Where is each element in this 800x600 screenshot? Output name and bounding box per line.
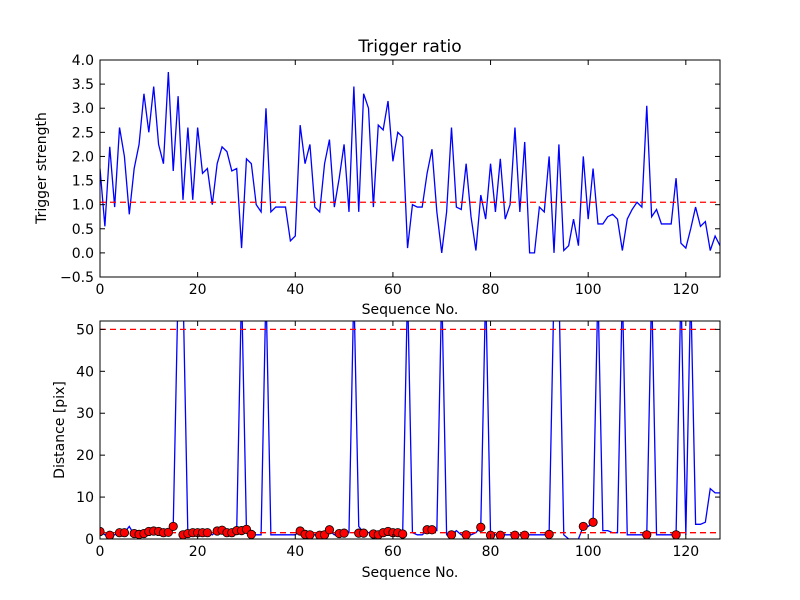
y-tick-label: 2.0 xyxy=(72,149,94,165)
x-axis-label: Sequence No. xyxy=(362,565,459,581)
data-point xyxy=(119,528,130,538)
x-tick-label: 100 xyxy=(575,282,602,298)
x-tick-label: 120 xyxy=(672,282,699,298)
data-point xyxy=(246,529,256,539)
y-tick-label: 2.5 xyxy=(72,125,94,141)
y-tick-label: 10 xyxy=(76,490,94,506)
trigger-data-layer xyxy=(100,72,720,254)
x-tick-label: 40 xyxy=(286,544,304,560)
distance-data-layer xyxy=(100,321,720,539)
x-tick-label: 0 xyxy=(96,544,105,560)
trigger-ratio-panel: Trigger ratio Sequence No. Trigger stren… xyxy=(34,37,721,318)
x-tick-label: 60 xyxy=(384,282,402,298)
data-point xyxy=(588,517,598,527)
y-tick-label: 0.5 xyxy=(72,222,94,238)
y-tick-label: −0.5 xyxy=(60,270,94,286)
data-point xyxy=(578,521,588,532)
data-point xyxy=(305,530,315,539)
x-tick-label: 60 xyxy=(384,544,402,560)
data-point xyxy=(495,530,505,539)
x-tick-label: 120 xyxy=(672,544,699,560)
y-tick-label: 4.0 xyxy=(72,53,94,69)
y-tick-label: 0.0 xyxy=(72,246,94,262)
data-point xyxy=(642,530,652,539)
x-tick-label: 20 xyxy=(189,544,207,560)
data-point xyxy=(398,529,408,539)
y-tick-label: 20 xyxy=(76,448,94,464)
x-tick-label: 80 xyxy=(482,282,500,298)
data-point xyxy=(105,530,115,539)
y-axis-label: Distance [pix] xyxy=(52,381,68,479)
y-tick-label: 30 xyxy=(76,406,94,422)
chart-title: Trigger ratio xyxy=(357,37,461,57)
data-point xyxy=(446,530,457,539)
data-point xyxy=(427,525,437,535)
x-axis-label: Sequence No. xyxy=(362,302,459,318)
y-tick-label: 0 xyxy=(85,532,94,548)
y-tick-label: 1.0 xyxy=(72,198,94,214)
y-tick-label: 1.5 xyxy=(72,174,94,190)
data-point xyxy=(520,530,530,539)
trigger-axes-frame xyxy=(99,59,721,278)
distance-axes-frame xyxy=(99,320,721,540)
y-axis-label: Trigger strength xyxy=(34,112,50,225)
y-tick-label: 3.5 xyxy=(72,77,94,93)
x-tick-label: 40 xyxy=(286,282,304,298)
y-tick-label: 50 xyxy=(76,322,94,338)
x-tick-label: 20 xyxy=(189,282,207,298)
x-tick-label: 100 xyxy=(575,544,602,560)
y-tick-label: 40 xyxy=(76,364,94,380)
data-point xyxy=(202,528,213,538)
y-tick-label: 3.0 xyxy=(72,101,94,117)
data-point xyxy=(671,530,681,539)
data-point xyxy=(461,530,471,539)
data-point xyxy=(324,525,335,535)
data-point xyxy=(168,521,178,532)
data-point xyxy=(163,527,173,537)
data-point xyxy=(359,528,369,538)
distance-panel: Sequence No. Distance [pix] 0 20 40 60 80 100… xyxy=(52,320,721,581)
trigger-series-line xyxy=(100,72,720,254)
x-tick-label: 0 xyxy=(96,282,105,298)
data-point xyxy=(510,530,520,539)
data-point xyxy=(544,529,554,539)
x-tick-label: 80 xyxy=(482,544,500,560)
data-point xyxy=(476,522,486,532)
data-point xyxy=(339,528,349,538)
